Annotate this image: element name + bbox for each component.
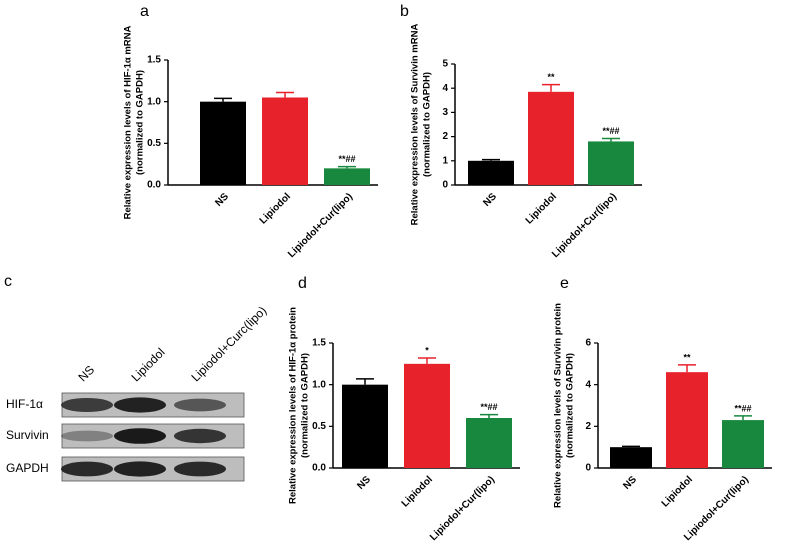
- lane-label: NS: [75, 363, 97, 385]
- blot-band: [114, 428, 166, 444]
- bar: [466, 418, 512, 468]
- bar: [342, 384, 388, 468]
- x-tick-label: NS: [481, 191, 499, 209]
- y-tick-label: 0: [442, 180, 448, 191]
- y-tick-label: 0.0: [147, 180, 161, 191]
- y-tick-label: 5: [442, 59, 448, 70]
- row-label: HIF-1α: [6, 397, 43, 411]
- panel-letter: b: [400, 3, 409, 20]
- x-tick-label: NS: [621, 474, 639, 492]
- lane-label: Lipiodol: [128, 345, 167, 384]
- y-axis-label: Relative expression levels of Survivin m…: [410, 24, 421, 226]
- bar: [324, 168, 370, 185]
- y-tick-label: 2: [442, 131, 448, 142]
- row-label: GAPDH: [6, 461, 49, 475]
- x-tick-label: Lipiodol: [524, 191, 559, 226]
- blot-band: [61, 461, 113, 477]
- bar: [200, 101, 246, 185]
- significance-label: **##: [734, 403, 751, 413]
- y-axis-label: Relative expression levels of HIF-1α mRN…: [123, 25, 134, 219]
- y-axis-label: Relative expression levels of HIF-1α pro…: [288, 307, 299, 504]
- bar: [666, 372, 708, 468]
- y-tick-label: 6: [585, 338, 591, 349]
- y-axis-label: (normalized to GAPDH): [422, 72, 433, 177]
- row-label: Survivin: [6, 428, 49, 442]
- bar: [588, 141, 634, 185]
- panel-letter: c: [4, 273, 12, 290]
- y-tick-label: 0.5: [312, 421, 326, 432]
- lane-label: Lipiodol+Curc(lipo): [188, 303, 269, 384]
- panel-letter: e: [560, 275, 569, 292]
- blot-band: [174, 428, 226, 444]
- significance-label: **##: [480, 402, 497, 412]
- significance-label: **##: [602, 126, 619, 136]
- significance-label: **##: [338, 154, 355, 164]
- bar: [262, 97, 308, 185]
- panel-letter: d: [298, 275, 307, 292]
- x-tick-label: Lipiodol+Cur(lipo): [428, 474, 497, 541]
- y-axis-label: (normalized to GAPDH): [565, 353, 576, 458]
- y-tick-label: 1.0: [147, 96, 161, 107]
- x-tick-label: NS: [213, 191, 231, 209]
- y-tick-label: 3: [442, 107, 448, 118]
- bar: [528, 91, 574, 185]
- x-tick-label: Lipiodol+Cur(lipo): [286, 191, 355, 260]
- y-axis-label: Relative expression levels of Survivin p…: [553, 303, 564, 508]
- bar: [610, 447, 652, 468]
- bar: [468, 160, 514, 185]
- blot-band: [61, 430, 113, 442]
- x-tick-label: Lipiodol+Cur(lipo): [550, 191, 619, 260]
- significance-label: *: [425, 345, 429, 355]
- y-tick-label: 0: [585, 463, 591, 474]
- blot-band: [114, 461, 166, 477]
- y-axis-label: (normalized to GAPDH): [135, 70, 146, 175]
- y-tick-label: 4: [442, 83, 448, 94]
- blot-band: [61, 398, 113, 412]
- x-tick-label: Lipiodol: [258, 191, 293, 226]
- x-tick-label: Lipiodol: [660, 474, 695, 509]
- y-tick-label: 1: [442, 155, 448, 166]
- y-tick-label: 2: [585, 421, 591, 432]
- significance-label: **: [547, 72, 555, 82]
- y-tick-label: 1.5: [312, 338, 326, 349]
- blot-band: [114, 397, 166, 413]
- significance-label: **: [683, 352, 691, 362]
- blot-band: [174, 398, 226, 412]
- panel-letter: a: [140, 3, 149, 20]
- x-tick-label: NS: [355, 474, 373, 492]
- bar: [722, 420, 764, 468]
- y-tick-label: 1.5: [147, 55, 161, 66]
- x-tick-label: Lipiodol: [400, 474, 435, 509]
- bar: [404, 363, 450, 468]
- y-axis-label: (normalized to GAPDH): [300, 353, 311, 458]
- y-tick-label: 0.5: [147, 138, 161, 149]
- y-tick-label: 1.0: [312, 379, 326, 390]
- blot-band: [174, 461, 226, 477]
- y-tick-label: 4: [585, 379, 591, 390]
- y-tick-label: 0.0: [312, 463, 326, 474]
